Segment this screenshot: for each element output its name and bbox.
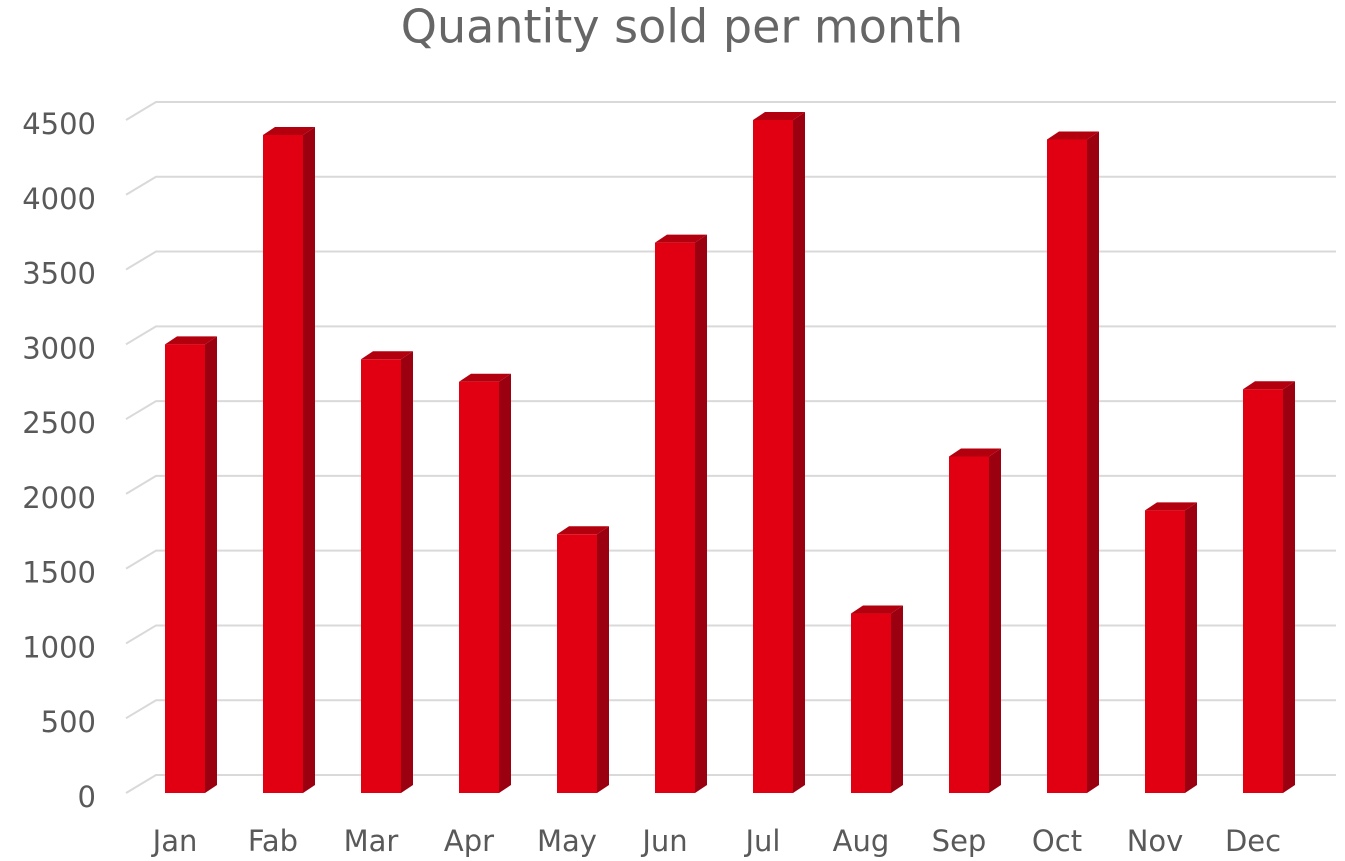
grid-line	[125, 325, 1336, 346]
x-tick-label: Oct	[1032, 824, 1082, 858]
bar-top	[655, 234, 707, 243]
x-tick-label: Jul	[744, 824, 781, 858]
bar-top	[165, 336, 217, 345]
bar-side	[205, 336, 217, 793]
y-tick-label: 1000	[22, 630, 96, 664]
bar-top	[851, 605, 903, 614]
bar	[459, 381, 499, 793]
y-tick-label: 0	[78, 780, 96, 814]
bar-side	[1185, 502, 1197, 793]
x-tick-label: Sep	[932, 824, 987, 858]
grid-line	[125, 400, 1336, 420]
bar	[1243, 389, 1283, 793]
x-tick-label: Apr	[444, 824, 494, 858]
bar-top	[1047, 131, 1099, 140]
x-tick-label: Nov	[1127, 824, 1184, 858]
y-tick-label: 3000	[22, 331, 96, 365]
y-tick-label: 500	[41, 705, 96, 739]
y-tick-label: 3500	[22, 257, 96, 291]
bar	[1145, 510, 1185, 793]
bar	[557, 534, 597, 793]
bar-side	[695, 234, 707, 793]
bar-top	[1145, 502, 1197, 511]
x-tick-label: Jun	[640, 824, 687, 858]
bar-top	[361, 351, 413, 360]
bar-side	[1087, 131, 1099, 794]
y-tick-label: 1500	[22, 556, 96, 590]
x-tick-label: May	[537, 824, 597, 858]
bar-side	[597, 526, 609, 793]
bar-top	[459, 373, 511, 382]
bar	[361, 359, 401, 793]
bar	[949, 456, 989, 793]
bar-side	[1283, 381, 1295, 793]
y-tick-label: 4000	[22, 182, 96, 216]
bar-top	[557, 526, 609, 535]
bar	[1047, 139, 1087, 794]
grid-line	[125, 250, 1336, 271]
bar	[753, 120, 793, 793]
y-tick-label: 2500	[22, 406, 96, 440]
x-tick-label: Mar	[344, 824, 399, 858]
x-tick-label: Fab	[248, 824, 298, 858]
grid-line	[125, 624, 1336, 645]
bar-top	[753, 112, 805, 120]
x-tick-label: Aug	[833, 824, 890, 858]
bar-side	[891, 605, 903, 793]
y-tick-label: 2000	[22, 481, 96, 515]
bar-top	[949, 448, 1001, 457]
bar	[263, 134, 303, 793]
grid-line	[125, 774, 1336, 794]
bar-side	[989, 448, 1001, 793]
bar-side	[303, 126, 315, 793]
grid-line	[125, 474, 1336, 495]
bar	[851, 613, 891, 793]
bar-side	[401, 351, 413, 793]
y-tick-label: 4500	[22, 107, 96, 141]
bar-top	[1243, 381, 1295, 390]
bar-side	[499, 373, 511, 793]
bar-side	[793, 112, 805, 793]
grid-line	[125, 699, 1336, 720]
bar	[655, 242, 695, 793]
x-tick-label: Jan	[151, 824, 198, 858]
grid-line	[125, 175, 1336, 196]
chart-title: Quantity sold per month	[401, 0, 963, 54]
grid-line	[125, 549, 1336, 570]
x-tick-label: Dec	[1225, 824, 1281, 858]
bar-top	[263, 126, 315, 135]
grid-line	[125, 101, 1336, 121]
bar	[165, 344, 205, 793]
